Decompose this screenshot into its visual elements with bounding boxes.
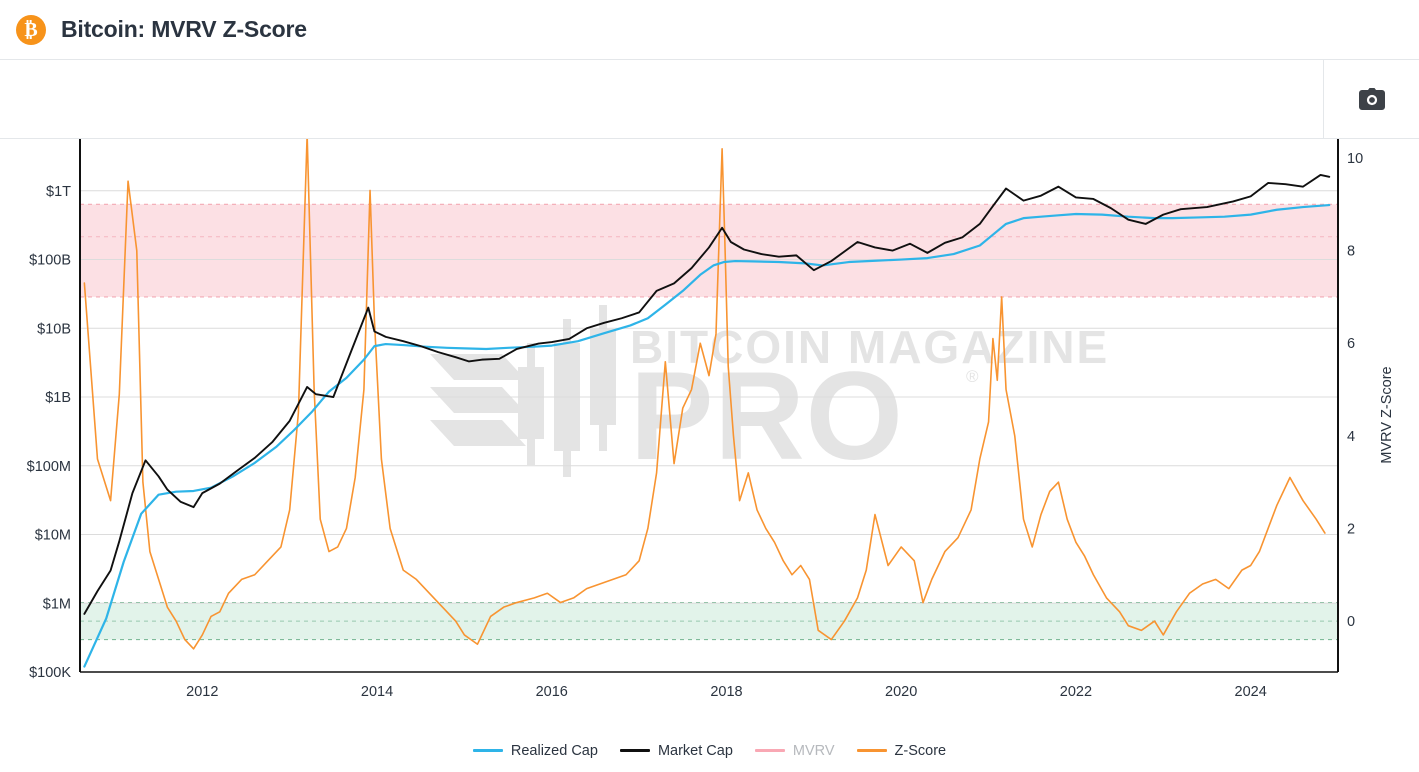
band-undervalued [80, 601, 1338, 641]
bitcoin-logo-icon: ₿ [16, 14, 46, 45]
page-title: Bitcoin: MVRV Z-Score [61, 16, 307, 42]
y-left-tick-label: $1B [45, 390, 71, 406]
legend-item-market-cap[interactable]: Market Cap [619, 742, 733, 759]
y-right-tick-label: 6 [1347, 336, 1355, 352]
chart-toolbar [0, 60, 1419, 139]
x-tick-label: 2014 [361, 684, 393, 700]
page-header: ₿ Bitcoin: MVRV Z-Score [0, 0, 1419, 60]
x-tick-label: 2018 [710, 684, 742, 700]
y-left-tick-label: $10B [37, 321, 71, 337]
toolbar-controls-area [0, 60, 1324, 138]
legend-swatch-icon [754, 749, 785, 752]
x-tick-label: 2020 [885, 684, 917, 700]
series-line [83, 139, 1326, 650]
legend-item-mvrv[interactable]: MVRV [754, 742, 835, 759]
series-line [83, 203, 1331, 668]
y-right-tick-label: 8 [1347, 244, 1355, 260]
toolbar-actions-area [1324, 60, 1419, 138]
svg-text:®: ® [966, 367, 979, 386]
y-left-tick-label: $100B [29, 253, 71, 269]
legend-swatch-icon [856, 749, 887, 752]
chart-legend: Realized Cap Market Cap MVRV Z-Score [0, 729, 1419, 772]
y-right-axis-title: MVRV Z-Score [1379, 366, 1395, 463]
y-left-tick-label: $10M [35, 528, 71, 544]
screenshot-button[interactable] [1358, 88, 1385, 110]
series-z-score [83, 139, 1326, 650]
gridlines [80, 190, 1338, 604]
y-right-tick-label: 10 [1347, 151, 1363, 167]
legend-swatch-icon [619, 749, 650, 752]
svg-text:PRO: PRO [630, 347, 904, 486]
y-left-tick-label: $100M [27, 459, 71, 475]
x-tick-label: 2016 [536, 684, 568, 700]
legend-swatch-icon [472, 749, 503, 752]
legend-item-realized-cap[interactable]: Realized Cap [472, 742, 598, 759]
svg-text:BITCOIN MAGAZINE: BITCOIN MAGAZINE [630, 321, 1109, 373]
y-right-tick-label: 2 [1347, 521, 1355, 537]
y-right-tick-label: 4 [1347, 429, 1355, 445]
camera-icon [1358, 88, 1385, 110]
y-left-tick-label: $1T [46, 184, 71, 200]
y-right-tick-label: 0 [1347, 614, 1355, 630]
band-fill [80, 602, 1338, 640]
legend-item-z-score[interactable]: Z-Score [856, 742, 947, 759]
y-left-tick-label: $100K [29, 665, 71, 681]
y-left-tick-label: $1M [43, 596, 71, 612]
x-tick-label: 2022 [1060, 684, 1092, 700]
legend-label: Market Cap [657, 742, 733, 759]
series-market-cap [83, 174, 1331, 615]
x-tick-label: 2024 [1235, 684, 1267, 700]
legend-label: Realized Cap [510, 742, 598, 759]
legend-label: Z-Score [894, 742, 947, 759]
axes: $100K $1M $10M $100M $1B $10B $100B $1T 0 2 4 6 8 10 M… [27, 139, 1395, 700]
x-tick-label: 2012 [186, 684, 218, 700]
series-realized-cap [83, 203, 1331, 668]
series-line [83, 174, 1331, 615]
chart-canvas: BITCOIN MAGAZINE PRO ® $100K $1M $10M $100M $1B… [0, 139, 1419, 729]
legend-label: MVRV [792, 742, 835, 759]
